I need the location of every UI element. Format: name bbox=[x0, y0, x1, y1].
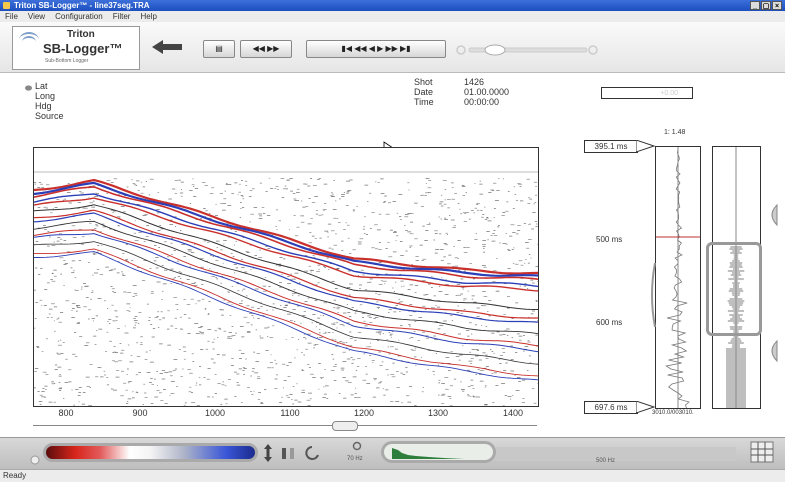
menu-filter[interactable]: Filter bbox=[112, 12, 131, 21]
source-label: Source bbox=[35, 111, 64, 121]
navigation-info: Lat Long Hdg Source bbox=[35, 81, 64, 121]
shot-value: 1426 bbox=[464, 77, 485, 87]
menu-bar: File View Configuration Filter Help bbox=[0, 11, 785, 22]
trace-bracket-icon bbox=[651, 262, 656, 328]
time-value: 00:00:00 bbox=[464, 97, 500, 107]
logo-line-2: SB-Logger™ bbox=[43, 41, 123, 56]
freq-knob-icon[interactable] bbox=[352, 441, 362, 451]
seismic-profile[interactable] bbox=[33, 147, 539, 407]
folder-icon: ▤ bbox=[215, 44, 223, 53]
shot-label: Shot bbox=[414, 77, 433, 87]
x-tick: 1200 bbox=[353, 408, 375, 418]
app-icon bbox=[3, 2, 10, 9]
maximize-button[interactable]: ▢ bbox=[761, 1, 771, 10]
shot-labels: Shot Date Time bbox=[414, 77, 434, 107]
back-arrow-icon[interactable] bbox=[150, 38, 184, 56]
menu-configuration[interactable]: Configuration bbox=[55, 12, 103, 21]
gps-indicator-icon bbox=[25, 85, 32, 91]
freq-high-label: 500 Hz bbox=[596, 458, 616, 464]
gain-controls[interactable] bbox=[264, 443, 326, 463]
grid-view-icon[interactable] bbox=[750, 441, 774, 463]
reflector-band bbox=[34, 181, 538, 277]
playback-icons: ▮◀ ◀◀ ◀ ▶ ▶▶ ▶▮ bbox=[341, 44, 411, 53]
logo-line-1: Triton bbox=[67, 29, 95, 40]
color-palette-bar[interactable] bbox=[43, 443, 258, 462]
reflector-band bbox=[34, 193, 538, 288]
open-file-button[interactable]: ▤ bbox=[203, 40, 235, 58]
reflector-band bbox=[34, 241, 538, 365]
minimize-button[interactable]: _ bbox=[750, 1, 760, 10]
collapse-up-icon[interactable] bbox=[766, 204, 778, 226]
menu-help[interactable]: Help bbox=[140, 12, 157, 21]
status-bar: Ready bbox=[0, 469, 785, 482]
sonar-arc-icon bbox=[19, 32, 39, 48]
time-label: Time bbox=[414, 97, 434, 107]
rewind-fast-forward-group[interactable]: ◀◀ ▶▶ bbox=[240, 40, 292, 58]
status-text: Ready bbox=[3, 471, 27, 480]
long-label: Long bbox=[35, 91, 56, 101]
scale-ratio: 1: 1.48 bbox=[664, 129, 686, 136]
spectrum-graph bbox=[392, 448, 464, 459]
scroll-thumb[interactable] bbox=[332, 421, 358, 431]
trace-caption: 3010.0/003010. bbox=[652, 410, 694, 416]
noise-texture bbox=[34, 177, 538, 406]
x-tick: 1100 bbox=[280, 408, 300, 418]
reflector-band bbox=[34, 229, 538, 347]
bottom-depth-box: 697.6 ms bbox=[584, 401, 638, 414]
hdg-label: Hdg bbox=[35, 101, 52, 111]
app-logo: Triton SB-Logger™ Sub-Bottom Logger bbox=[12, 26, 140, 70]
x-tick: 1300 bbox=[427, 408, 449, 418]
lat-label: Lat bbox=[35, 81, 48, 91]
logo-line-3: Sub-Bottom Logger bbox=[45, 58, 89, 64]
playback-controls[interactable]: ▮◀ ◀◀ ◀ ▶ ▶▶ ▶▮ bbox=[306, 40, 446, 58]
spectrum-histogram bbox=[381, 441, 496, 463]
horizontal-scrollbar[interactable] bbox=[33, 425, 537, 430]
x-tick: 800 bbox=[58, 408, 74, 418]
top-depth-pointer-icon bbox=[636, 140, 656, 153]
spectrum-track bbox=[496, 447, 736, 461]
date-value: 01.00.0000 bbox=[464, 87, 510, 97]
reflector-band bbox=[34, 212, 538, 323]
readout-box: +0.00 bbox=[601, 87, 693, 99]
x-tick: 1400 bbox=[502, 408, 524, 418]
menu-file[interactable]: File bbox=[5, 12, 18, 21]
collapse-down-icon[interactable] bbox=[766, 340, 778, 362]
x-tick: 900 bbox=[132, 408, 148, 418]
sonar-arc-inner-icon bbox=[22, 36, 36, 48]
x-tick: 1000 bbox=[204, 408, 226, 418]
bottom-depth-pointer-icon bbox=[636, 401, 656, 414]
reflector-band bbox=[34, 233, 538, 353]
freq-low-label: 70 Hz bbox=[347, 456, 363, 462]
reflector-band bbox=[34, 178, 538, 275]
reflector-band bbox=[34, 209, 538, 319]
trace-waveform bbox=[656, 147, 700, 408]
reflector-band bbox=[34, 251, 538, 381]
reflector-band bbox=[34, 197, 538, 292]
top-depth-box: 395.1 ms bbox=[584, 140, 638, 153]
shot-values: 1426 01.00.0000 00:00:00 bbox=[464, 77, 509, 107]
close-button[interactable]: × bbox=[772, 1, 782, 10]
reflector-band bbox=[34, 186, 538, 280]
seismic-image bbox=[34, 171, 538, 406]
color-dot-icon bbox=[30, 455, 40, 465]
overview-waveform bbox=[726, 147, 746, 408]
depth-mark-600: 600 ms bbox=[596, 318, 623, 327]
date-label: Date bbox=[414, 87, 434, 97]
overview-window-handle[interactable] bbox=[706, 242, 762, 336]
depth-mark-500: 500 ms bbox=[596, 235, 623, 244]
reflector-band bbox=[34, 248, 538, 377]
window-title: Triton SB-Logger™ - line37seg.TRA bbox=[14, 1, 150, 10]
speed-slider[interactable] bbox=[455, 42, 600, 58]
overview-trace-panel bbox=[712, 146, 761, 409]
single-trace-panel bbox=[655, 146, 701, 409]
menu-view[interactable]: View bbox=[27, 12, 46, 21]
title-bar: Triton SB-Logger™ - line37seg.TRA _ ▢ × bbox=[0, 0, 785, 11]
rewind-icon: ◀◀ ▶▶ bbox=[252, 44, 280, 53]
reflector-band bbox=[34, 204, 538, 310]
trace-line bbox=[665, 147, 690, 408]
reflector-band bbox=[34, 220, 538, 335]
